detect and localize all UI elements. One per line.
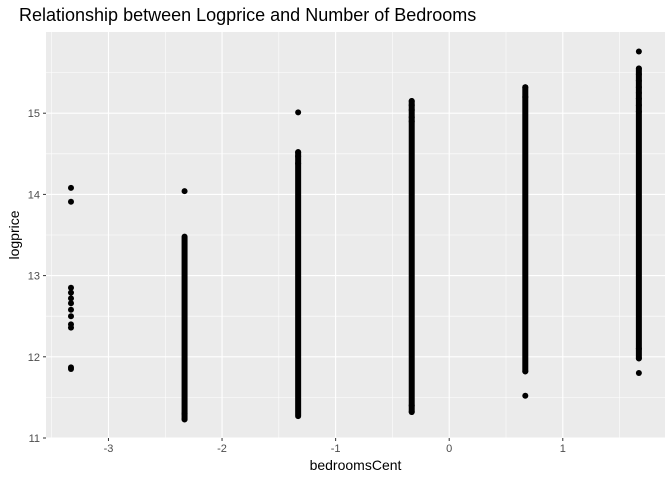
x-tick-label: -3 (104, 443, 114, 455)
data-point (181, 188, 188, 195)
data-point-column (635, 65, 642, 362)
data-point (522, 392, 529, 399)
data-point (635, 370, 642, 377)
data-point (635, 71, 642, 78)
x-tick-label: 1 (560, 443, 566, 455)
y-tick-label: 13 (28, 271, 40, 283)
data-point (67, 313, 74, 320)
grid-lines (46, 32, 665, 439)
data-point (295, 160, 302, 167)
data-point (635, 77, 642, 84)
data-point-column (408, 98, 415, 416)
data-point (67, 324, 74, 331)
x-axis-label: bedroomsCent (310, 457, 402, 473)
data-points (67, 48, 642, 423)
data-point (295, 153, 302, 160)
data-point (635, 95, 642, 102)
data-point (67, 306, 74, 313)
data-point-column (181, 233, 188, 423)
y-tick-label: 14 (28, 189, 40, 201)
data-point-column (295, 149, 302, 420)
x-axis-ticks: -3 -2 -1 0 1 (104, 438, 566, 455)
data-point (295, 109, 302, 116)
y-axis-label: logprice (6, 210, 22, 259)
y-axis-ticks: 11 12 13 14 15 (28, 108, 46, 445)
data-point (67, 198, 74, 205)
data-point (635, 84, 642, 91)
chart-title: Relationship between Logprice and Number… (19, 5, 476, 25)
data-point (522, 368, 529, 375)
data-point (635, 355, 642, 362)
data-point (67, 300, 74, 307)
x-tick-label: -1 (331, 443, 341, 455)
data-point (635, 102, 642, 109)
data-point (408, 118, 415, 125)
y-tick-label: 11 (29, 433, 40, 445)
data-point (522, 84, 529, 91)
data-point (67, 184, 74, 191)
data-point (67, 289, 74, 296)
data-point (635, 65, 642, 72)
data-point (635, 108, 642, 115)
data-point-column (522, 84, 529, 375)
data-point (635, 345, 642, 352)
data-point (67, 284, 74, 291)
data-point (408, 402, 415, 409)
data-point (408, 409, 415, 416)
data-point (635, 89, 642, 96)
data-point (408, 106, 415, 113)
x-tick-label: 0 (446, 443, 452, 455)
data-point (522, 93, 529, 100)
data-point (67, 295, 74, 302)
data-point (635, 48, 642, 55)
y-tick-label: 15 (28, 108, 40, 120)
data-point (67, 365, 74, 372)
data-point (408, 102, 415, 109)
data-point (181, 416, 188, 423)
y-tick-label: 12 (28, 352, 40, 364)
data-point (181, 410, 188, 417)
x-tick-label: -2 (217, 443, 227, 455)
